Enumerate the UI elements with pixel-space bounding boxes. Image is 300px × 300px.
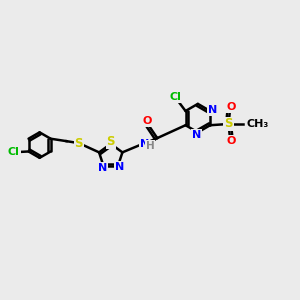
Text: O: O [226,102,236,112]
Text: N: N [115,162,124,172]
Text: N: N [192,130,201,140]
Text: S: S [106,135,115,148]
Text: O: O [226,136,236,146]
Text: S: S [224,118,233,130]
Text: CH₃: CH₃ [246,119,268,129]
Text: Cl: Cl [8,147,20,157]
Text: S: S [75,136,83,150]
Text: N: N [208,105,217,115]
Text: N: N [140,139,149,149]
Text: Cl: Cl [170,92,182,102]
Text: H: H [146,141,154,151]
Text: O: O [142,116,152,126]
Text: N: N [98,163,107,173]
